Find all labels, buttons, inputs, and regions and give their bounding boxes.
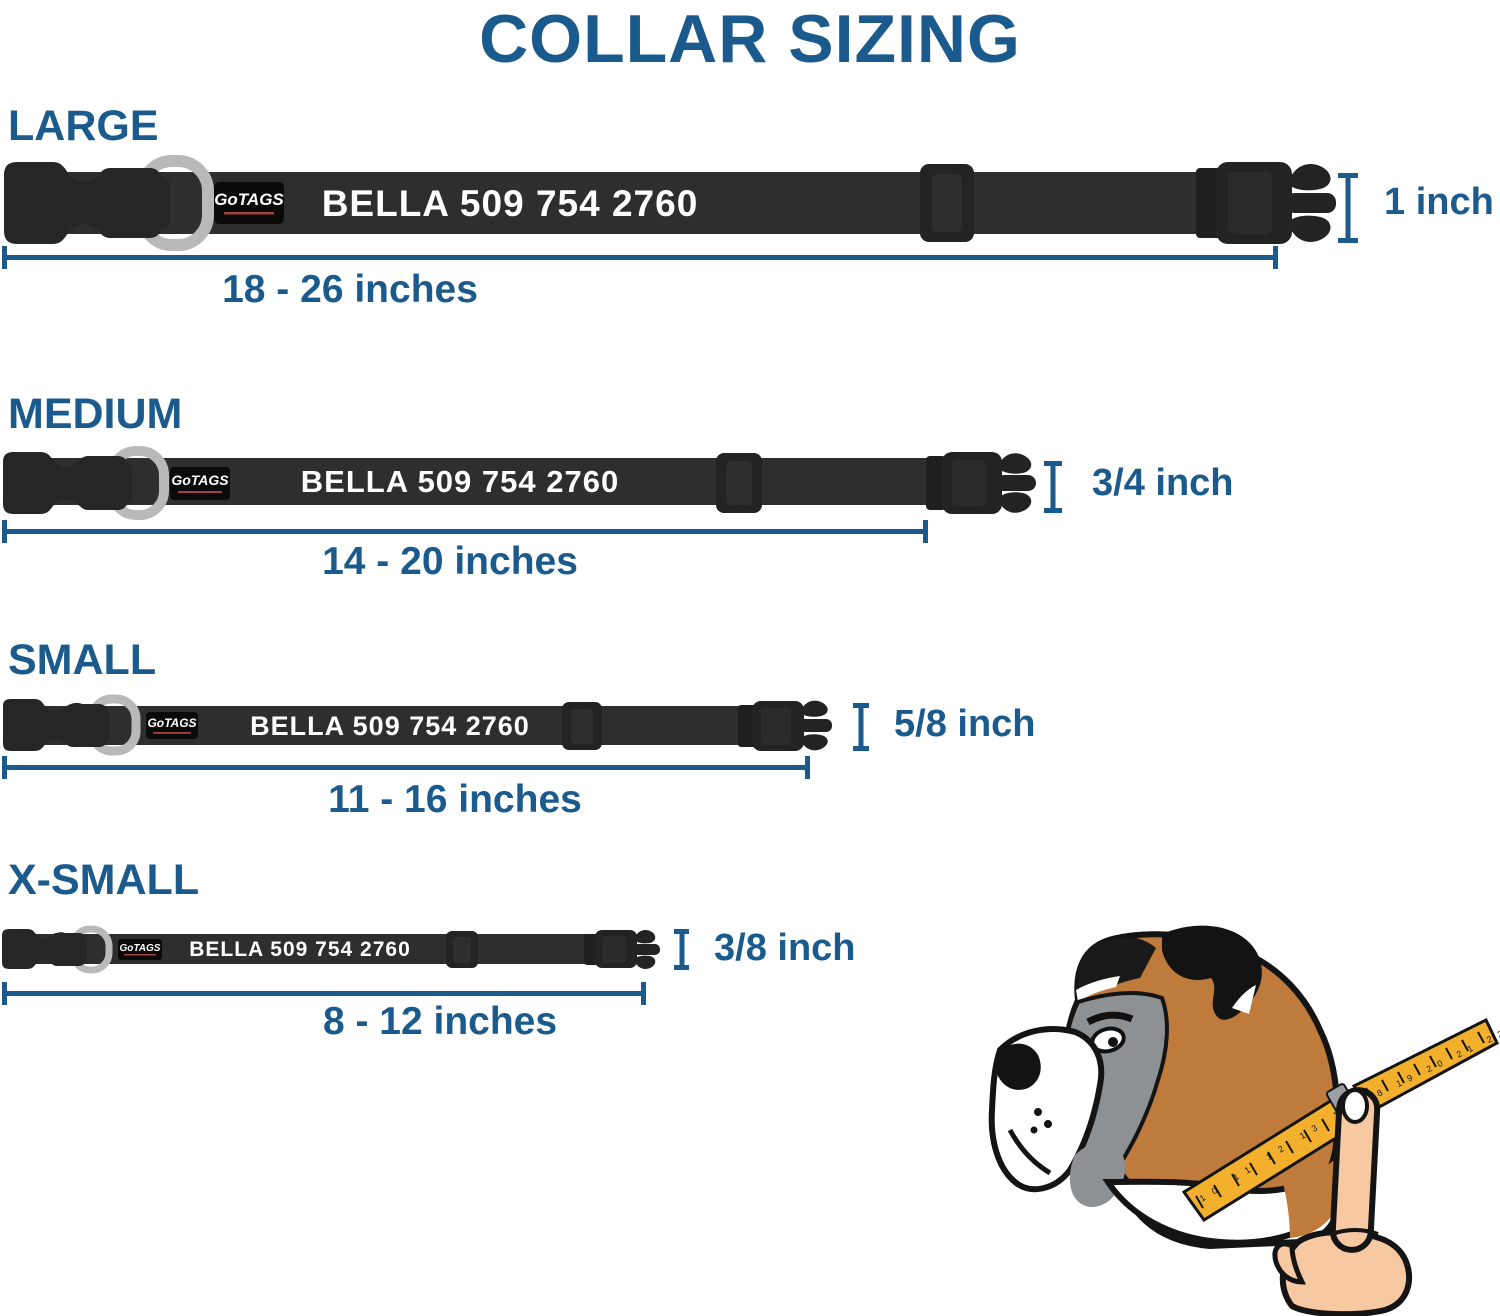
brand-patch: GoTAGS xyxy=(214,182,284,224)
width-bracket-large xyxy=(1338,173,1358,243)
hand-icon xyxy=(1272,1087,1412,1316)
collar-graphic-large: GoTAGS BELLA 509 754 2760 xyxy=(4,155,1336,251)
collar-end-tab xyxy=(98,168,162,238)
mouth-line xyxy=(1007,1128,1052,1176)
size-name-large: LARGE xyxy=(8,102,159,150)
patch-underline xyxy=(224,212,274,215)
brand-patch: GoTAGS xyxy=(118,939,162,960)
width-label-small: 5/8 inch xyxy=(894,703,1036,745)
collar-graphic-medium: GoTAGS BELLA 509 754 2760 xyxy=(3,446,1036,520)
dog-eye xyxy=(1086,1011,1134,1054)
size-name-medium: MEDIUM xyxy=(8,390,183,438)
length-measure-line-large xyxy=(2,246,1278,269)
neck-brown-patch xyxy=(1280,1158,1336,1238)
width-label-large: 1 inch xyxy=(1384,181,1494,223)
brand-patch-label: GoTAGS xyxy=(171,472,229,488)
brand-patch-label: GoTAGS xyxy=(120,943,161,954)
female-buckle-icon xyxy=(738,700,832,751)
patch-underline xyxy=(153,732,191,734)
collar-end-tab xyxy=(64,704,108,747)
strap-slider-icon xyxy=(562,702,602,750)
female-buckle-icon xyxy=(1196,162,1336,244)
width-bracket-xsmall xyxy=(674,929,689,970)
female-buckle-icon xyxy=(584,930,660,969)
collar-end-tab xyxy=(50,933,86,966)
forehead-highlight xyxy=(1076,976,1120,1002)
brand-patch: GoTAGS xyxy=(146,712,198,739)
ear-highlight xyxy=(1232,985,1256,1014)
whisker-dots xyxy=(1030,1108,1052,1134)
range-label-medium: 14 - 20 inches xyxy=(322,540,578,583)
width-bracket-medium xyxy=(1044,461,1062,513)
collar-end-tab xyxy=(78,456,128,510)
range-label-large: 18 - 26 inches xyxy=(222,268,478,311)
strap-slider-icon xyxy=(446,931,478,968)
collar-personalization-text: BELLA 509 754 2760 xyxy=(322,183,699,224)
patch-underline xyxy=(178,491,222,493)
fingernail xyxy=(1341,1088,1369,1124)
size-name-xsmall: X-SMALL xyxy=(8,856,200,904)
brand-patch-label: GoTAGS xyxy=(214,190,284,209)
collar-graphic-small: GoTAGS BELLA 509 754 2760 xyxy=(3,694,832,756)
strap-slider-icon xyxy=(716,453,762,513)
width-label-xsmall: 3/8 inch xyxy=(714,927,856,969)
width-label-medium: 3/4 inch xyxy=(1092,462,1234,504)
range-label-small: 11 - 16 inches xyxy=(328,778,582,821)
collar-personalization-text: BELLA 509 754 2760 xyxy=(301,464,619,499)
dog-ear xyxy=(1162,925,1262,1020)
width-bracket-small xyxy=(853,703,869,751)
length-measure-line-medium xyxy=(2,520,928,543)
female-buckle-icon xyxy=(926,452,1036,514)
strap-slider-icon xyxy=(920,164,974,242)
page-title: COLLAR SIZING xyxy=(479,1,1021,77)
length-measure-line-xsmall xyxy=(2,982,646,1005)
range-label-xsmall: 8 - 12 inches xyxy=(322,1000,558,1043)
collar-graphic-xsmall: GoTAGS BELLA 509 754 2760 xyxy=(2,925,660,974)
dog-measuring-illustration: 10 11 12 13 14 15 16 18 19 20 21 22 23 2… xyxy=(988,925,1500,1316)
collar-personalization-text: BELLA 509 754 2760 xyxy=(189,938,411,961)
dog-nose xyxy=(996,1043,1041,1090)
brand-patch-label: GoTAGS xyxy=(147,716,196,730)
length-measure-line-small xyxy=(2,756,810,779)
collar-personalization-text: BELLA 509 754 2760 xyxy=(250,711,530,741)
size-name-small: SMALL xyxy=(8,636,157,684)
brand-patch: GoTAGS xyxy=(170,467,230,500)
patch-underline xyxy=(124,954,156,956)
